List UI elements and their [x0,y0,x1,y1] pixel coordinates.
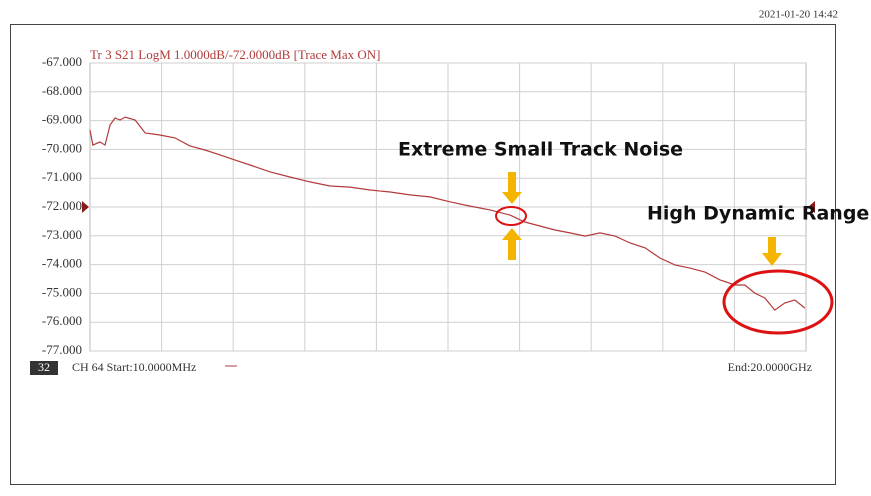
plot [89,116,806,311]
arrows [502,172,782,266]
highlight-ellipse [495,206,527,226]
start-label: CH 64 Start:10.0000MHz [72,360,196,374]
reference-marker [82,201,89,213]
y-tick-label: -72.000 [42,198,82,213]
end-label: End:20.0000GHz [728,360,812,374]
highlight-ellipse [722,269,834,335]
y-tick-label: -76.000 [42,313,82,328]
y-tick-label: -68.000 [42,83,82,98]
frame [10,24,836,485]
y-tick-label: -70.000 [42,140,82,155]
y-tick-label: -69.000 [42,112,82,127]
annotation: Extreme Small Track Noise [398,139,683,161]
y-tick-label: -75.000 [42,284,82,299]
reference-marker [808,201,815,213]
y-tick-label: -73.000 [42,227,82,242]
annotation: High Dynamic Range [647,203,869,225]
channel-badge: 32 [38,360,50,374]
y-tick-label: -71.000 [42,169,82,184]
y-tick-label: -77.000 [42,342,82,357]
trace [89,116,806,311]
timestamp: 2021-01-20 14:42 [759,9,838,21]
grid: -67.000 -68.000 -69.000 -70.000 -71.000 -72.0… [42,54,815,357]
trace-header: Tr 3 S21 LogM 1.0000dB/-72.0000dB [Trace… [90,47,380,62]
channel-badge-box [30,361,58,375]
y-tick-label: -67.000 [42,54,82,69]
y-tick-label: -74.000 [42,256,82,271]
